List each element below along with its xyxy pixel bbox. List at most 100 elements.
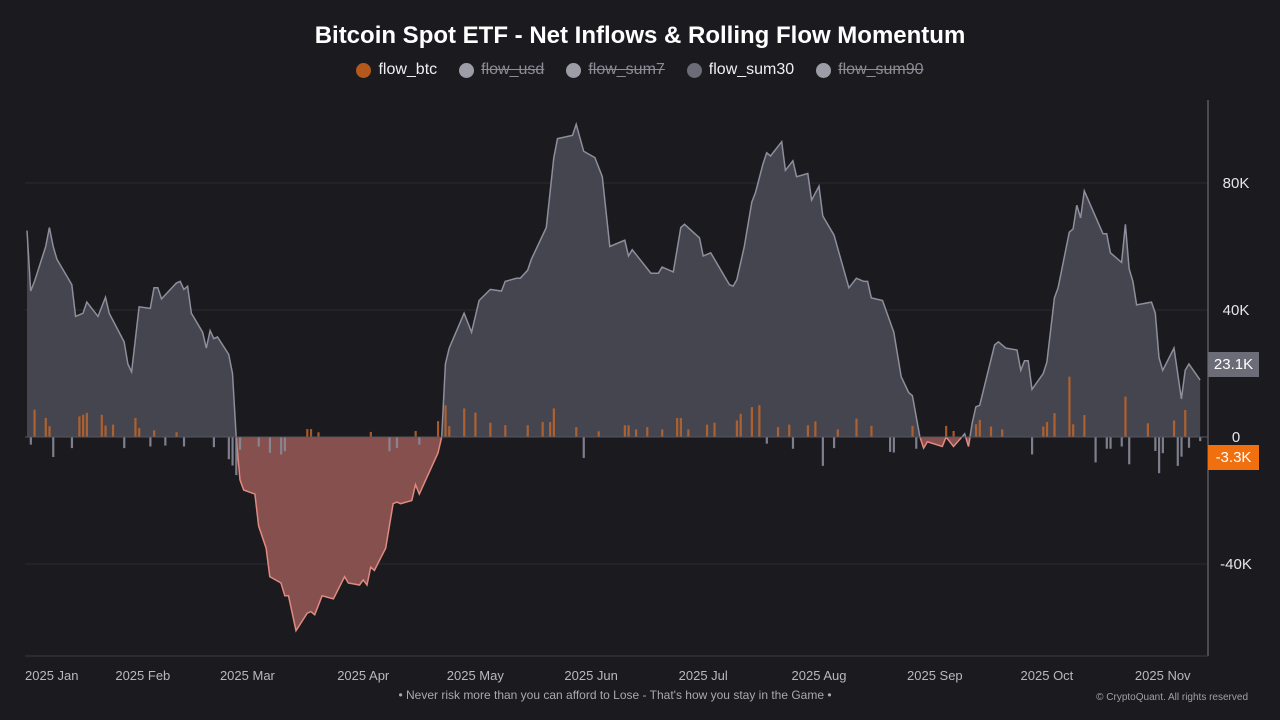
y-tick-label: 80K: [1223, 175, 1250, 192]
flow-btc-bar: [1053, 413, 1056, 437]
flow-btc-bar: [1124, 396, 1127, 437]
legend-dot-icon: [816, 62, 832, 78]
flow-btc-bar: [687, 429, 690, 437]
flow-btc-bar: [814, 421, 817, 437]
x-tick-label: 2025 Aug: [792, 668, 847, 683]
legend-item-flow-usd[interactable]: flow_usd: [459, 61, 544, 79]
flow-btc-bar: [238, 437, 242, 450]
x-tick-label: 2025 Jun: [564, 668, 618, 683]
x-tick-label: 2025 Nov: [1135, 668, 1191, 683]
flow-btc-bar: [575, 427, 578, 437]
flow-btc-bar: [134, 417, 137, 437]
flow-btc-bar: [1154, 437, 1157, 451]
flow-btc-bar: [317, 432, 320, 437]
flow-btc-bar: [474, 412, 477, 437]
flow-btc-bar: [111, 424, 115, 437]
legend-item-flow-sum7[interactable]: flow_sum7: [566, 61, 665, 79]
flow-btc-bar: [1120, 437, 1123, 447]
legend-label: flow_sum90: [838, 61, 924, 78]
x-tick-label: 2025 Jan: [25, 668, 79, 683]
legend-dot-icon: [686, 62, 702, 78]
flow-btc-bar: [52, 437, 55, 458]
flow-btc-bar: [1083, 415, 1086, 437]
flow-btc-bar: [235, 437, 238, 476]
flow-btc-bar: [911, 425, 914, 437]
flow-btc-bar: [889, 437, 892, 452]
chart-title: Bitcoin Spot ETF - Net Inflows & Rolling…: [314, 22, 966, 49]
flow-btc-bar: [153, 430, 156, 437]
x-tick-label: 2025 Mar: [220, 668, 276, 683]
flow-btc-bar: [463, 408, 466, 437]
flow-btc-bar: [388, 437, 391, 452]
legend-label: flow_sum7: [588, 61, 665, 78]
negative-area: [27, 437, 1201, 631]
flow-btc-bar: [436, 421, 440, 437]
flow-btc-bar: [855, 418, 858, 437]
flow-btc-bar: [418, 437, 421, 445]
positive-area: [27, 124, 1201, 437]
flow-btc-bar: [870, 425, 873, 437]
legend-dot-icon: [356, 62, 372, 78]
flow-btc-bar: [1161, 437, 1164, 454]
flow-btc-bar: [549, 422, 552, 437]
flow-btc-bar: [33, 409, 36, 437]
legend-label: flow_usd: [481, 61, 545, 78]
x-tick-label: 2025 Sep: [907, 668, 963, 683]
footer-disclaimer: • Never risk more than you can afford to…: [398, 688, 832, 702]
flow-btc-bar: [758, 405, 761, 437]
legend-label: flow_sum30: [708, 61, 795, 78]
legend-item-flow-btc[interactable]: flow_btc: [356, 61, 437, 79]
legend-dot-icon: [459, 62, 475, 78]
flow-btc-bar: [268, 437, 272, 453]
flow-btc-bar: [1180, 437, 1183, 457]
flow-btc-bar: [78, 416, 81, 437]
flow-btc-bar: [231, 437, 234, 466]
flow-btc-bar: [597, 431, 600, 437]
x-axis-ticks: 2025 Jan 2025 Feb 2025 Mar 2025 Apr 2025 May…: [25, 668, 1191, 683]
flow-btc-bar: [82, 414, 85, 437]
legend-item-flow-sum90[interactable]: flow_sum90: [816, 61, 924, 79]
y-tick-label: 40K: [1223, 302, 1250, 319]
flow-btc-bar: [29, 437, 32, 445]
flow-btc-bar: [735, 420, 739, 437]
flow-btc-bar: [100, 414, 103, 437]
flow-btc-bar: [123, 437, 126, 449]
flow-btc-bar: [175, 432, 178, 437]
last-value-flow-btc: -3.3K: [1208, 445, 1259, 471]
flow-btc-bar: [821, 437, 824, 466]
y-tick-label: -40K: [1220, 556, 1252, 573]
flow-btc-bar: [806, 425, 810, 437]
legend-item-flow-sum30[interactable]: flow_sum30: [686, 61, 795, 79]
y-axis-ticks: 80K 40K 0 -40K: [1220, 175, 1252, 573]
flow-btc-bar: [978, 419, 981, 437]
flow-btc-bar: [1176, 437, 1179, 466]
flow-btc-bar: [634, 429, 638, 437]
flow-btc-bar: [164, 437, 167, 446]
flow-btc-bar: [1172, 420, 1176, 437]
x-tick-label: 2025 Apr: [337, 668, 390, 683]
legend-label: flow_btc: [378, 61, 438, 78]
flow-btc-bar: [1105, 437, 1108, 449]
flow-btc-bar: [489, 422, 492, 437]
flow-btc-bar: [541, 422, 544, 437]
flow-btc-bar: [504, 425, 507, 437]
flow-btc-bar: [149, 437, 152, 447]
flow-btc-bar: [661, 429, 664, 437]
flow-btc-bar: [679, 417, 682, 437]
flow-btc-bar: [776, 427, 780, 437]
flow-btc-bar: [1187, 437, 1191, 448]
flow-btc-bar: [70, 437, 74, 449]
flow-btc-bar: [448, 426, 451, 437]
flow-btc-bar: [104, 425, 107, 437]
flow-btc-bar: [1045, 422, 1049, 437]
flow-btc-bar: [952, 430, 955, 437]
flow-btc-bar: [705, 424, 709, 437]
flow-btc-bar: [48, 426, 51, 437]
flow-btc-bar: [309, 429, 313, 437]
flow-btc-bar: [1128, 437, 1131, 465]
flow-btc-bar: [1030, 437, 1034, 455]
flow-btc-bar: [369, 431, 372, 437]
flow-btc-bar: [832, 437, 836, 449]
flow-btc-bar: [280, 437, 283, 455]
